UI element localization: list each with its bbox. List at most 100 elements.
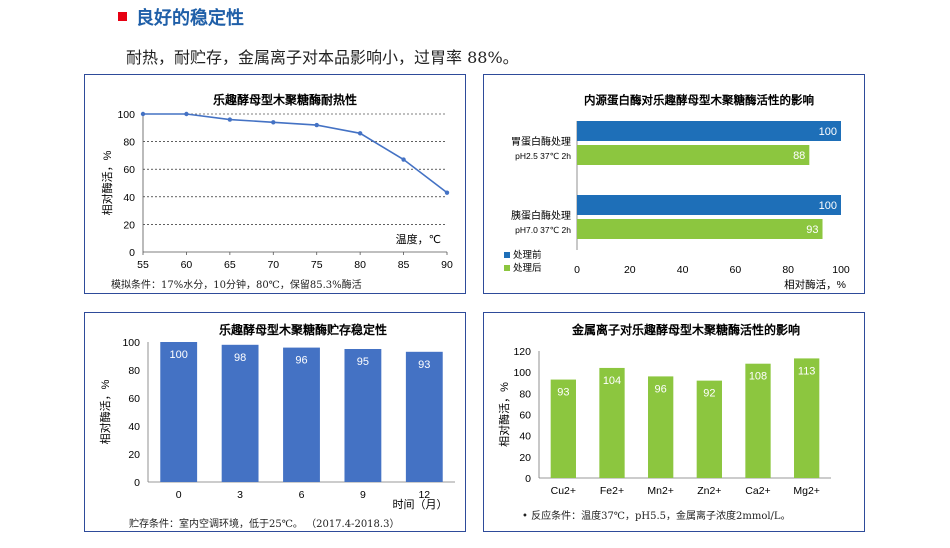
data-point [401, 157, 406, 162]
y-axis-label: 相对酶活，% [100, 150, 114, 215]
data-point [314, 122, 319, 128]
y-tick-label: 20 [128, 449, 140, 461]
bar-value-label: 100 [170, 349, 188, 361]
y-axis-label: 相对酶活，% [98, 379, 112, 444]
data-point [444, 190, 450, 195]
x-axis-label: 相对酶活，% [784, 278, 846, 291]
bar-value-label: 108 [749, 371, 767, 383]
data-point [184, 111, 189, 117]
page-subtitle: 耐热，耐贮存，金属离子对本品影响小，过胃率 88%。 [126, 48, 519, 67]
storage-stability-chart: 乐趣酵母型木聚糖酶贮存稳定性 0 20 40 60 80 100 100 0 98 3 96 6 95 9 9… [98, 322, 455, 511]
x-tick-label: 0 [176, 489, 182, 501]
y-axis-label: 相对酶活，% [497, 382, 511, 447]
x-tick-label: 60 [181, 259, 193, 271]
bar [221, 344, 259, 482]
x-tick-label: 75 [311, 259, 323, 271]
legend-swatch [504, 265, 510, 271]
x-tick-label: 3 [237, 489, 243, 501]
storage-condition-note: 贮存条件：室内空调环境，低于25℃。 （2017.4-2018.3） [129, 519, 400, 530]
y-tick-label: 0 [525, 473, 531, 485]
bar [283, 347, 320, 482]
bar [599, 367, 625, 478]
heat-stability-chart: 乐趣酵母型木聚糖酶耐热性 0 20 40 60 80 100 55 60 65 70 75 80 85 90… [100, 92, 453, 271]
metal-condition-note: • 反应条件：温度37℃，pH5.5，金属离子浓度2mmol/L。 [522, 511, 791, 522]
data-point [271, 120, 276, 125]
x-tick-label: 6 [299, 489, 305, 501]
data-point [140, 111, 146, 117]
x-tick-label: 80 [782, 264, 794, 276]
legend-label: 处理后 [513, 262, 542, 274]
category-condition: pH7.0 37℃ 2h [515, 225, 571, 235]
protease-effect-chart: 内源蛋白酶对乐趣酵母型木聚糖酶活性的影响 100 88 胃蛋白酶处理 pH2.5 37℃… [504, 93, 850, 291]
y-tick-label: 60 [128, 393, 140, 405]
y-tick-label: 20 [123, 219, 135, 231]
y-tick-label: 60 [123, 164, 135, 176]
bar-value-label: 88 [793, 150, 805, 162]
bar-before [577, 121, 841, 141]
x-tick-label: Fe2+ [600, 485, 624, 497]
heading-bullet [118, 12, 127, 21]
bar [344, 349, 382, 482]
bar [745, 363, 771, 478]
x-tick-label: 55 [137, 259, 149, 271]
x-tick-label: Ca2+ [745, 485, 770, 497]
category-label: 胰蛋白酶处理 [511, 209, 571, 222]
bar [648, 376, 674, 478]
x-axis-label: 时间（月） [393, 498, 448, 511]
y-tick-label: 100 [513, 367, 531, 379]
x-tick-label: Zn2+ [697, 485, 721, 497]
y-tick-label: 0 [129, 247, 135, 259]
page-title: 良好的稳定性 [136, 8, 244, 29]
bar-value-label: 100 [819, 126, 837, 138]
bar-value-label: 95 [357, 356, 369, 368]
x-tick-label: Mn2+ [647, 485, 674, 497]
category-label: 胃蛋白酶处理 [511, 135, 571, 148]
x-tick-label: 100 [832, 264, 850, 276]
y-tick-label: 120 [513, 346, 531, 358]
bar-value-label: 93 [418, 359, 430, 371]
y-tick-label: 80 [123, 137, 135, 149]
bar-value-label: 96 [655, 383, 667, 395]
y-tick-label: 100 [117, 109, 135, 121]
y-tick-label: 60 [519, 410, 531, 422]
x-tick-label: 0 [574, 264, 580, 276]
y-tick-label: 20 [519, 452, 531, 464]
x-tick-label: 80 [354, 259, 366, 271]
category-condition: pH2.5 37℃ 2h [515, 151, 571, 161]
bar-value-label: 104 [603, 375, 621, 387]
metal-ion-panel: 金属离子对乐趣酵母型木聚糖酶活性的影响 0 20 40 60 80 100 120 93 Cu2+… [483, 312, 865, 532]
x-tick-label: 20 [624, 264, 636, 276]
x-tick-label: Cu2+ [551, 485, 576, 497]
bar-value-label: 93 [806, 224, 818, 236]
x-tick-label: 40 [677, 264, 689, 276]
bar-value-label: 98 [234, 352, 246, 364]
legend-swatch [504, 252, 510, 258]
x-tick-label: 90 [441, 259, 453, 271]
legend-label: 处理前 [513, 249, 542, 261]
bar [696, 380, 722, 478]
data-point [357, 131, 363, 136]
y-tick-label: 40 [519, 431, 531, 443]
bar-value-label: 92 [703, 388, 715, 400]
chart-title: 乐趣酵母型木聚糖酶耐热性 [213, 92, 357, 107]
bar [160, 342, 198, 482]
bar-value-label: 113 [798, 365, 816, 377]
bar-after [577, 219, 823, 239]
bar [550, 379, 576, 478]
chart-title: 乐趣酵母型木聚糖酶贮存稳定性 [219, 322, 387, 337]
x-tick-label: 60 [730, 264, 742, 276]
x-axis-label: 温度，℃ [396, 232, 441, 246]
y-tick-label: 80 [519, 388, 531, 400]
storage-stability-panel: 乐趣酵母型木聚糖酶贮存稳定性 0 20 40 60 80 100 100 0 98 3 96 6 95 9 9… [84, 312, 466, 532]
y-tick-label: 80 [128, 365, 140, 377]
y-tick-label: 0 [134, 477, 140, 489]
x-tick-label: 85 [398, 259, 410, 271]
bar-before [577, 195, 841, 215]
bar-value-label: 93 [557, 387, 569, 399]
x-tick-label: 12 [418, 489, 430, 501]
y-tick-label: 100 [122, 337, 140, 349]
metal-ion-chart: 金属离子对乐趣酵母型木聚糖酶活性的影响 0 20 40 60 80 100 120 93 Cu2+… [497, 322, 831, 497]
bar-value-label: 100 [819, 200, 837, 212]
bar [794, 358, 820, 478]
bar [405, 351, 443, 482]
